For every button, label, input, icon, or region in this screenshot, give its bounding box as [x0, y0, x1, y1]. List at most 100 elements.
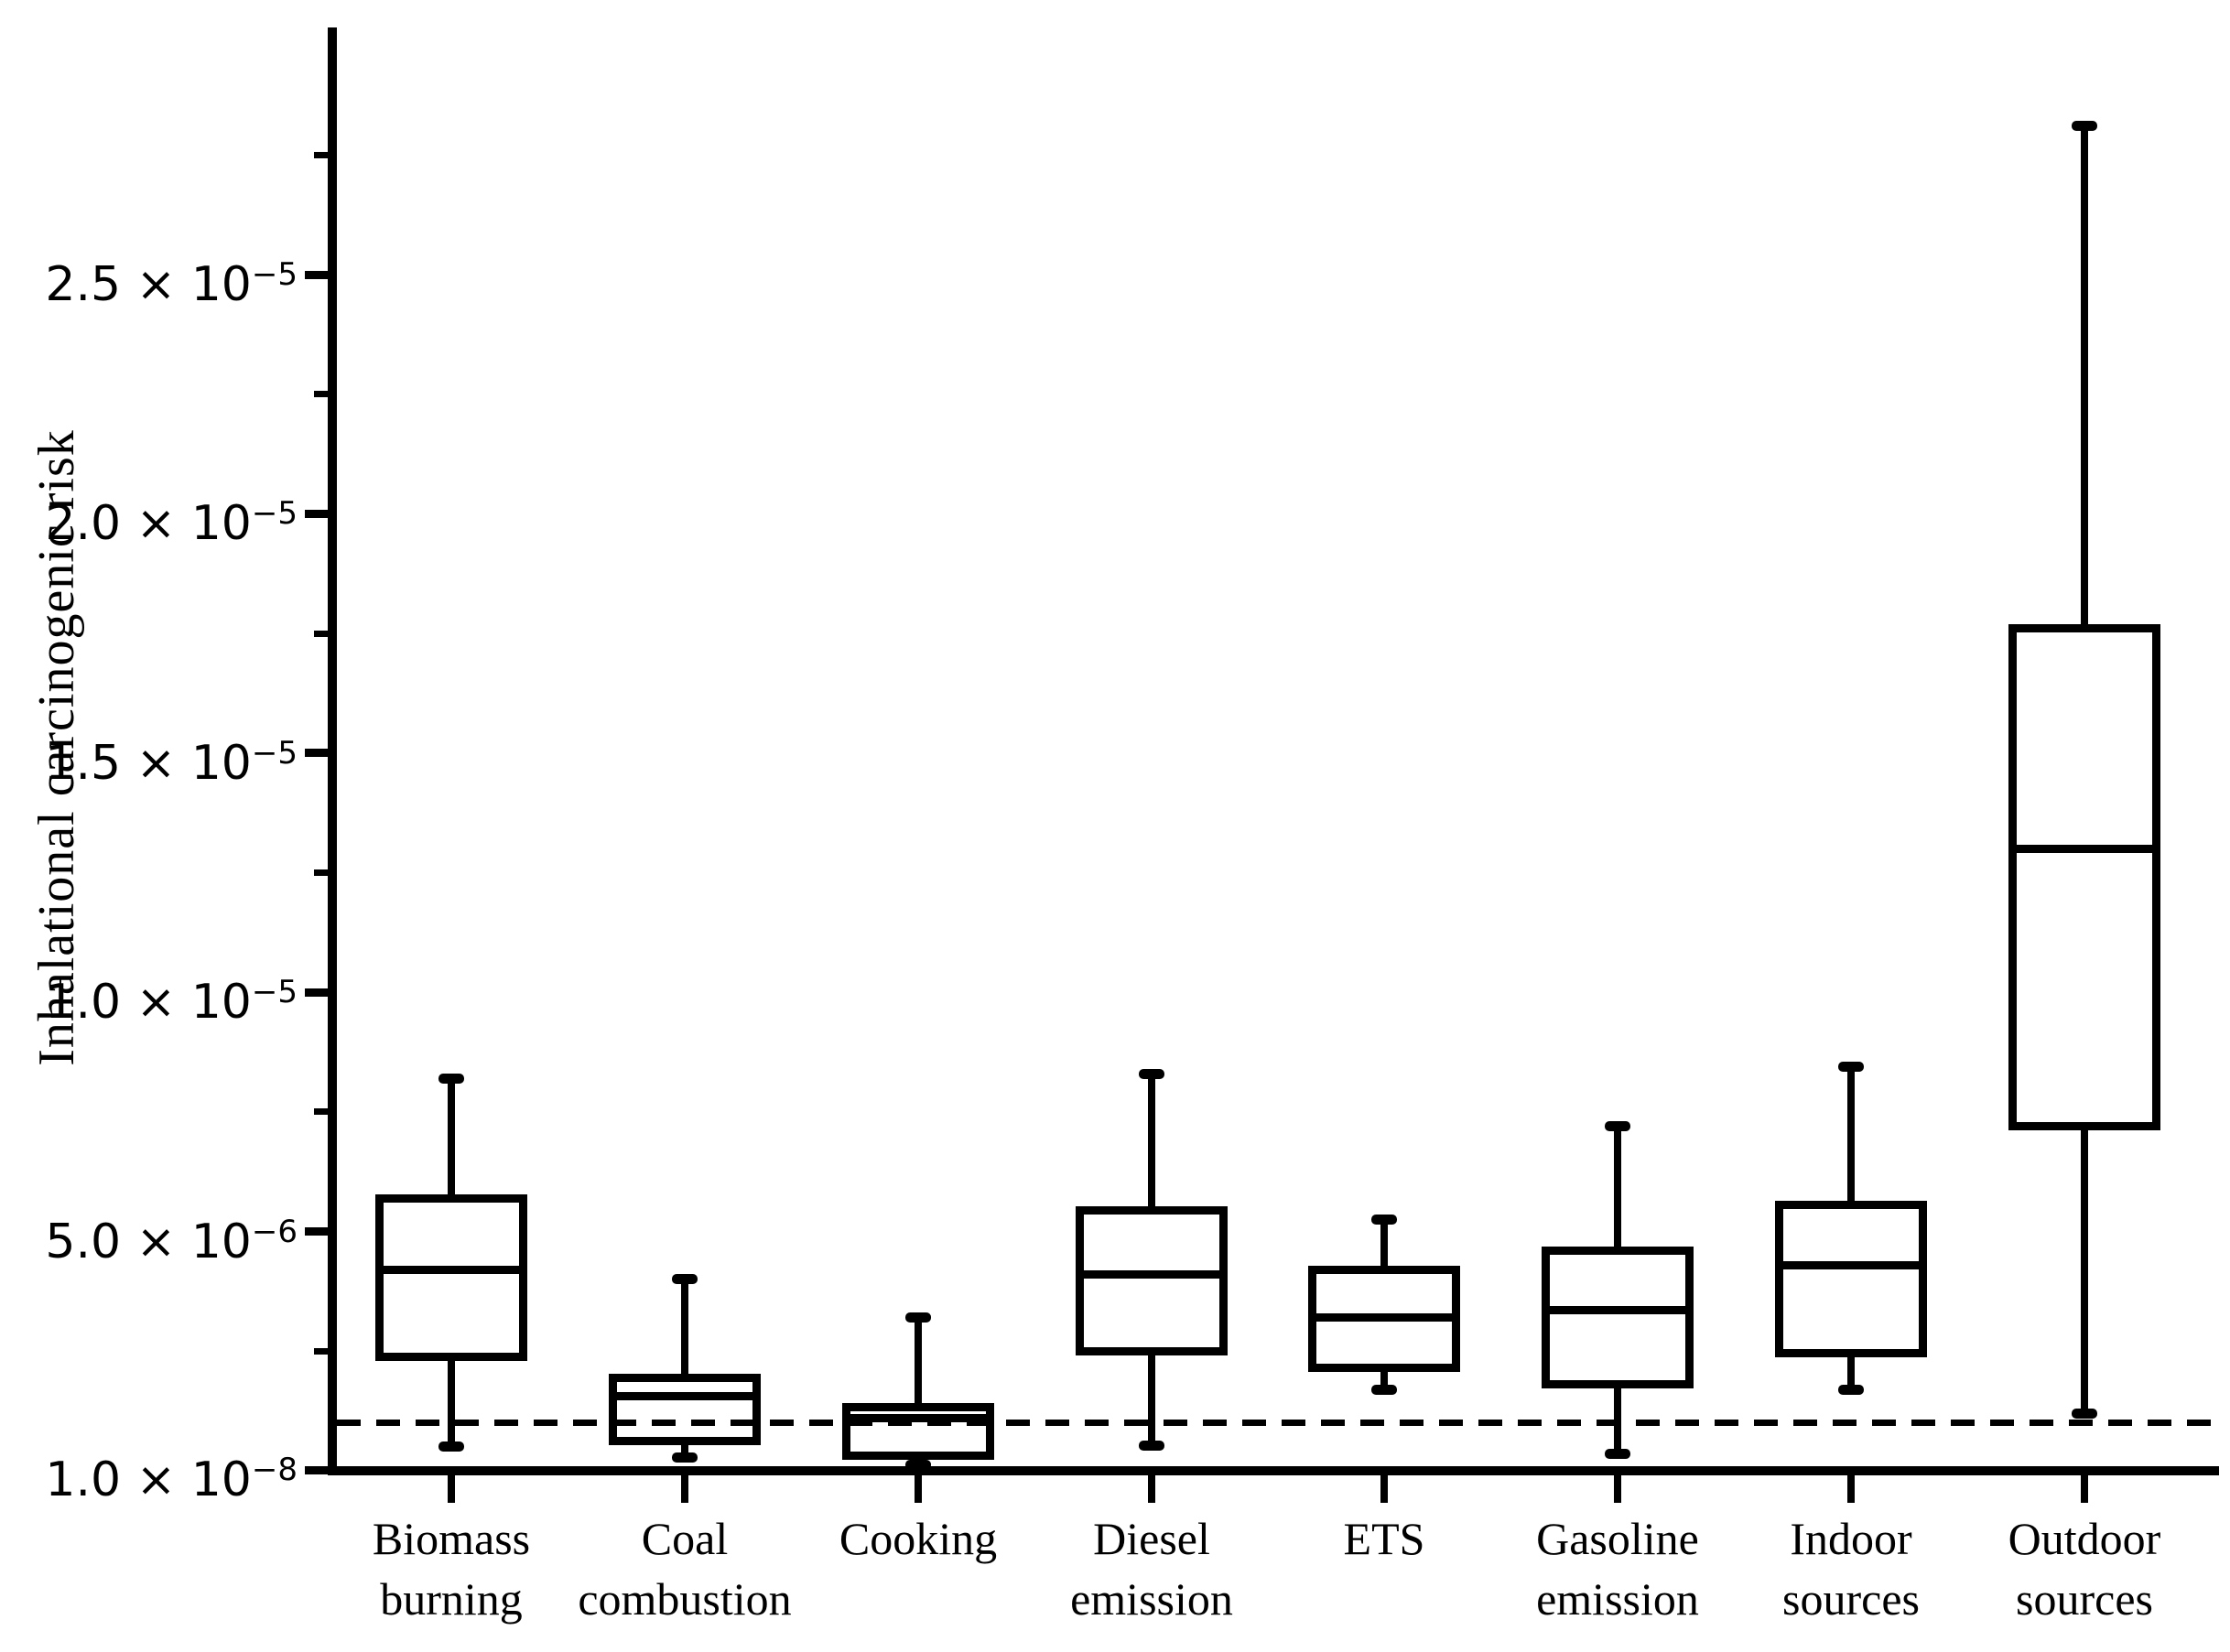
category-label-cooking: Cooking [763, 1508, 1074, 1569]
y-tick-mantissa: 2.0 × 10 [45, 496, 252, 551]
box [2008, 624, 2160, 1130]
upper-whisker-cap [905, 1312, 931, 1323]
median-line [842, 1414, 994, 1422]
y-tick-label: 5.0 × 10−6 [0, 1203, 298, 1271]
y-axis-major-tick [305, 749, 332, 757]
category-label-line: Cooking [839, 1513, 998, 1564]
y-tick-label: 1.5 × 10−5 [0, 724, 298, 793]
lower-whisker-cap [1838, 1385, 1864, 1395]
y-tick-label: 2.5 × 10−5 [0, 245, 298, 314]
y-tick-mantissa: 1.0 × 10 [45, 1452, 252, 1507]
lower-whisker-cap [438, 1441, 464, 1452]
y-axis-major-tick [305, 271, 332, 279]
category-label-line: emission [1070, 1573, 1233, 1625]
y-axis-major-tick [305, 1227, 332, 1236]
y-tick-mantissa: 2.5 × 10 [45, 257, 252, 312]
lower-whisker [1148, 1351, 1155, 1446]
lower-whisker-cap [1605, 1449, 1630, 1459]
x-axis-category-tick [1614, 1475, 1621, 1503]
upper-whisker-cap [2072, 121, 2097, 131]
box [609, 1374, 761, 1445]
median-line [1076, 1270, 1228, 1279]
y-tick-exponent: −6 [251, 1214, 298, 1250]
category-label-line: Biomass [372, 1513, 531, 1564]
upper-whisker [2081, 126, 2088, 629]
lower-whisker-cap [2072, 1409, 2097, 1419]
x-axis-category-tick [448, 1475, 455, 1503]
y-axis-minor-tick [314, 152, 332, 158]
y-axis-minor-tick [314, 1348, 332, 1355]
upper-whisker [1380, 1220, 1388, 1270]
median-line [609, 1392, 761, 1400]
lower-whisker [1847, 1354, 1855, 1389]
y-axis-major-tick [305, 988, 332, 997]
category-label-gasoline-emission: Gasoline emission [1462, 1508, 1773, 1629]
y-tick-exponent: −5 [251, 256, 298, 293]
x-axis-category-tick [2081, 1475, 2088, 1503]
lower-whisker [1380, 1368, 1388, 1390]
box [1542, 1247, 1694, 1388]
box [375, 1194, 527, 1361]
threshold-dashed-line [337, 1420, 2219, 1426]
x-axis-category-tick [1847, 1475, 1855, 1503]
y-axis-major-tick [305, 510, 332, 518]
y-axis-minor-tick [314, 1108, 332, 1115]
lower-whisker-cap [905, 1460, 931, 1470]
y-tick-label: 1.0 × 10−5 [0, 963, 298, 1031]
y-tick-label: 1.0 × 10−8 [0, 1441, 298, 1509]
box [1775, 1201, 1927, 1357]
category-label-line: combustion [578, 1573, 792, 1625]
x-axis-category-tick [1148, 1475, 1155, 1503]
upper-whisker [915, 1318, 922, 1408]
upper-whisker-cap [1371, 1215, 1397, 1225]
x-axis-category-tick [1380, 1475, 1388, 1503]
y-axis-minor-tick [314, 631, 332, 637]
x-axis-category-tick [681, 1475, 688, 1503]
upper-whisker-cap [1838, 1062, 1864, 1072]
median-line [1542, 1306, 1694, 1314]
category-label-diesel-emission: Diesel emission [996, 1508, 1307, 1629]
box [1076, 1206, 1228, 1355]
lower-whisker [681, 1441, 688, 1458]
upper-whisker [1614, 1127, 1621, 1251]
y-tick-exponent: −5 [251, 974, 298, 1010]
category-label-line: Indoor [1790, 1513, 1912, 1564]
y-axis-major-tick [305, 1466, 332, 1474]
category-label-line: sources [1782, 1573, 1920, 1625]
category-label-outdoor-sources: Outdoor sources [1929, 1508, 2230, 1629]
y-tick-exponent: −5 [251, 495, 298, 532]
category-label-indoor-sources: Indoor sources [1695, 1508, 2007, 1629]
upper-whisker-cap [1605, 1121, 1630, 1131]
category-label-line: ETS [1343, 1513, 1425, 1564]
lower-whisker-cap [672, 1452, 698, 1463]
box [842, 1403, 994, 1460]
upper-whisker [448, 1078, 455, 1198]
y-tick-mantissa: 1.5 × 10 [45, 736, 252, 791]
upper-whisker-cap [1139, 1069, 1164, 1079]
category-label-line: Outdoor [2008, 1513, 2161, 1564]
lower-whisker-cap [1139, 1441, 1164, 1451]
upper-whisker [681, 1279, 688, 1377]
category-label-line: sources [2016, 1573, 2153, 1625]
lower-whisker [2081, 1127, 2088, 1414]
upper-whisker-cap [438, 1074, 464, 1084]
median-line [375, 1266, 527, 1274]
upper-whisker [1847, 1066, 1855, 1205]
x-axis-baseline [328, 1466, 2219, 1475]
y-tick-mantissa: 1.0 × 10 [45, 975, 252, 1030]
upper-whisker [1148, 1074, 1155, 1210]
y-axis-spine [328, 27, 337, 1475]
median-line [1308, 1313, 1460, 1322]
category-label-ets: ETS [1229, 1508, 1540, 1569]
category-label-line: emission [1536, 1573, 1699, 1625]
category-label-line: Diesel [1093, 1513, 1210, 1564]
lower-whisker [448, 1356, 455, 1447]
category-label-biomass-burning: Biomass burning [296, 1508, 607, 1629]
category-label-line: Coal [641, 1513, 729, 1564]
category-label-line: Gasoline [1536, 1513, 1699, 1564]
upper-whisker-cap [672, 1274, 698, 1284]
y-tick-mantissa: 5.0 × 10 [45, 1215, 252, 1269]
median-line [1775, 1261, 1927, 1269]
y-axis-minor-tick [314, 391, 332, 397]
